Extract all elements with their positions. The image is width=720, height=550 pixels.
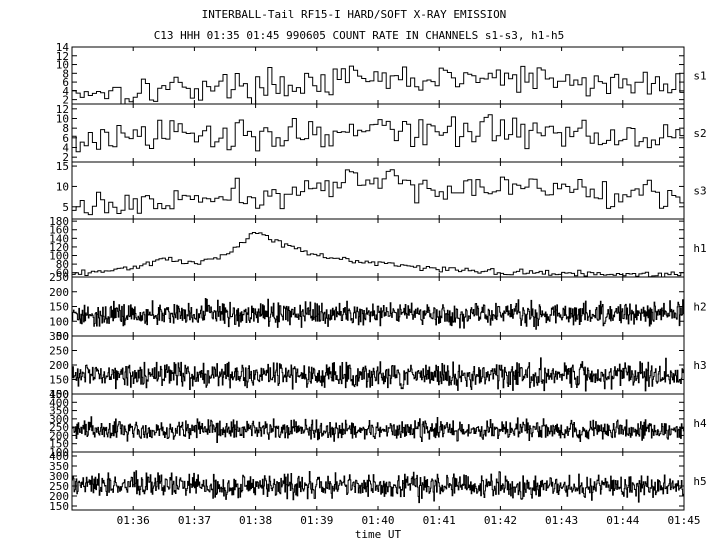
x-tick-label: 01:45 <box>667 514 700 527</box>
series-line-h4 <box>72 416 684 443</box>
y-tick-label: 2 <box>62 151 69 164</box>
x-tick-label: 01:37 <box>178 514 211 527</box>
x-tick-label: 01:39 <box>300 514 333 527</box>
x-tick-label: 01:41 <box>423 514 456 527</box>
y-tick-label: 100 <box>49 250 69 263</box>
y-tick-label: 300 <box>49 330 69 343</box>
y-tick-label: 14 <box>56 41 70 54</box>
series-line-s1 <box>72 65 684 104</box>
y-tick-label: 180 <box>49 215 69 228</box>
y-tick-label: 60 <box>56 267 69 280</box>
series-line-h1 <box>72 232 684 277</box>
panels-group: 2468101214s124681012s251015s360801001201… <box>49 41 707 513</box>
x-axis: 01:36 01:37 01:38 01:39 01:40 01:41 01:42 01:43… <box>117 514 701 527</box>
y-tick-label: 100 <box>49 446 69 459</box>
y-tick-label: 6 <box>62 76 69 89</box>
series-line-h3 <box>72 357 684 392</box>
channel-label: h1 <box>693 242 706 255</box>
panel-frame <box>71 103 685 163</box>
y-tick-label: 120 <box>49 241 69 254</box>
y-tick-label: 200 <box>49 429 69 442</box>
y-tick-label: 400 <box>49 450 69 463</box>
y-tick-label: 12 <box>56 50 69 63</box>
y-tick-label: 5 <box>62 201 69 214</box>
y-tick-label: 140 <box>49 232 69 245</box>
x-tick-label: 01:42 <box>484 514 517 527</box>
y-tick-label: 200 <box>49 286 69 299</box>
channel-label: h3 <box>693 359 706 372</box>
x-tick-label: 01:38 <box>239 514 272 527</box>
series-line-h5 <box>72 470 684 504</box>
panel-frame <box>71 218 685 278</box>
x-tick-label: 01:44 <box>606 514 639 527</box>
y-tick-label: 450 <box>49 388 69 401</box>
y-tick-label: 8 <box>62 67 69 80</box>
panel-frame <box>71 335 685 395</box>
y-tick-label: 350 <box>49 405 69 418</box>
channel-label: s3 <box>693 185 706 198</box>
y-tick-label: 4 <box>62 85 69 98</box>
channel-label: h4 <box>693 417 707 430</box>
channel-label: h2 <box>693 301 706 314</box>
x-axis-label: time UT <box>355 528 402 541</box>
y-tick-label: 8 <box>62 122 69 135</box>
x-tick-label: 01:36 <box>117 514 150 527</box>
y-tick-label: 150 <box>49 438 69 451</box>
y-tick-label: 6 <box>62 132 69 145</box>
series-line-s2 <box>72 114 684 153</box>
y-tick-label: 250 <box>49 480 69 493</box>
y-tick-label: 10 <box>56 180 69 193</box>
x-tick-label: 01:43 <box>545 514 578 527</box>
y-tick-label: 200 <box>49 490 69 503</box>
y-tick-label: 100 <box>49 315 69 328</box>
panel-frame <box>71 161 685 220</box>
y-tick-label: 100 <box>49 388 69 401</box>
y-tick-label: 15 <box>56 160 69 173</box>
chart-title: INTERBALL-Tail RF15-I HARD/SOFT X-RAY EM… <box>202 8 507 21</box>
y-tick-label: 80 <box>56 258 69 271</box>
series-line-h2 <box>72 298 684 330</box>
panel-frame <box>71 451 685 511</box>
y-tick-label: 250 <box>49 421 69 434</box>
panel-s3: 5 10 15 s3 <box>56 160 707 220</box>
y-tick-label: 2 <box>62 94 69 107</box>
channel-label: h5 <box>693 475 706 488</box>
y-tick-label: 400 <box>49 396 69 409</box>
y-tick-label: 10 <box>56 59 69 72</box>
y-tick-label: 150 <box>49 500 69 513</box>
series-line-s3 <box>72 169 684 216</box>
chart-subtitle: C13 HHH 01:35 01:45 990605 COUNT RATE IN… <box>154 29 565 42</box>
y-tick-label: 150 <box>49 301 69 314</box>
x-tick-label: 01:40 <box>361 514 394 527</box>
y-tick-label: 10 <box>56 113 69 126</box>
channel-label: s1 <box>693 70 706 83</box>
y-tick-label: 300 <box>49 413 69 426</box>
y-tick-label: 300 <box>49 470 69 483</box>
y-tick-label: 350 <box>49 460 69 473</box>
channel-label: s2 <box>693 127 706 140</box>
y-tick-label: 200 <box>49 359 69 372</box>
y-tick-label: 12 <box>56 103 69 116</box>
y-tick-label: 50 <box>56 330 69 343</box>
y-tick-label: 4 <box>62 142 69 155</box>
y-tick-label: 250 <box>49 271 69 284</box>
y-tick-label: 160 <box>49 224 69 237</box>
y-tick-label: 150 <box>49 374 69 387</box>
y-tick-label: 250 <box>49 345 69 358</box>
